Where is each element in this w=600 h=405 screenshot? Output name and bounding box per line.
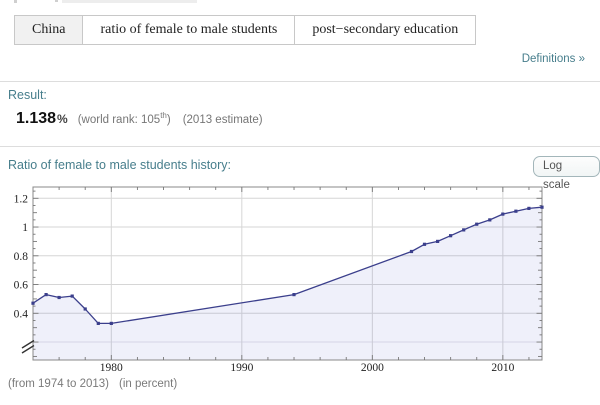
estimate-note: (2013 estimate) <box>182 114 263 126</box>
input-box-country: China <box>14 15 84 45</box>
history-chart: 0.4 0.6 0.8 1 1.2 1980 1990 2000 2010 <box>14 186 544 374</box>
result-heading: Result: <box>8 88 47 102</box>
history-heading: Ratio of female to male students history… <box>8 158 232 172</box>
divider <box>0 146 600 147</box>
result-unit: % <box>57 112 68 126</box>
svg-text:0.8: 0.8 <box>14 251 29 263</box>
svg-text:1990: 1990 <box>230 362 253 374</box>
svg-text:2010: 2010 <box>491 362 514 374</box>
input-interpretation: China ratio of female to male students p… <box>14 15 477 45</box>
clipped-content-remnant <box>62 0 197 3</box>
input-box-qualifier: post−secondary education <box>294 15 477 45</box>
result-line: 1.138% (world rank: 105th) (2013 estimate) <box>16 110 263 128</box>
svg-text:0.4: 0.4 <box>14 308 29 320</box>
log-scale-button[interactable]: Log scale <box>533 156 600 191</box>
footnote-range: (from 1974 to 2013) <box>8 378 110 390</box>
svg-text:2000: 2000 <box>361 362 384 374</box>
footnote-unit: (in percent) <box>119 378 178 390</box>
svg-text:1: 1 <box>22 222 28 234</box>
chart-footnote: (from 1974 to 2013) (in percent) <box>8 378 187 390</box>
result-value: 1.138 <box>16 110 57 127</box>
divider <box>0 81 600 82</box>
clipped-content-remnant <box>55 0 58 2</box>
definitions-link[interactable]: Definitions » <box>521 53 585 65</box>
input-box-property: ratio of female to male students <box>82 15 296 45</box>
svg-text:0.6: 0.6 <box>14 280 29 292</box>
svg-text:1.2: 1.2 <box>14 193 29 205</box>
clipped-content-remnant <box>14 0 17 3</box>
world-rank: (world rank: 105th) <box>77 111 171 126</box>
svg-text:1980: 1980 <box>100 362 123 374</box>
